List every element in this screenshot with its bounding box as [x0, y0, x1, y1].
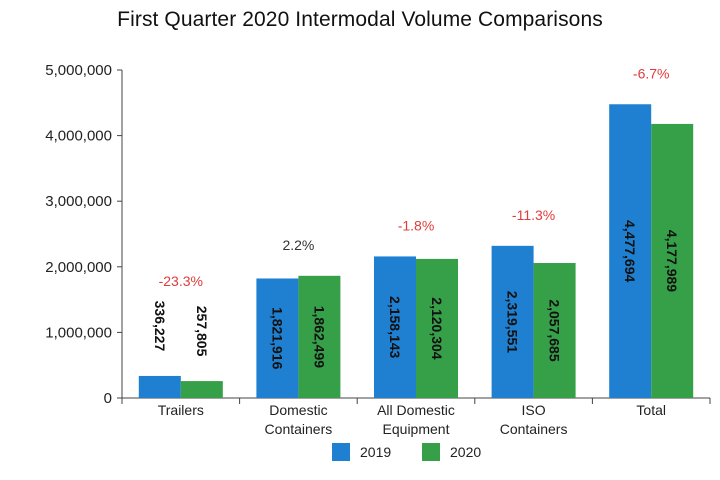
x-tick-label: All Domestic: [377, 402, 455, 418]
x-tick-label: Trailers: [158, 402, 204, 418]
y-tick-label: 1,000,000: [45, 324, 112, 341]
y-tick-label: 2,000,000: [45, 259, 112, 276]
bar-value-label: 4,477,694: [622, 220, 638, 282]
y-tick-label: 0: [104, 390, 112, 407]
bar-2020: [533, 263, 576, 398]
y-tick-label: 4,000,000: [45, 128, 112, 145]
bar-2019: [256, 278, 299, 398]
bar-2019: [374, 256, 416, 398]
labels-layer: 336,227 257,805 -23.3% 1,821,916 1,862,499 2.…: [152, 65, 680, 369]
bar-2019: [491, 245, 534, 398]
x-tick-label: Equipment: [383, 421, 450, 437]
bar-value-label: 257,805: [194, 306, 210, 357]
x-tick-label: Total: [636, 402, 666, 418]
pct-change-label: 2.2%: [282, 237, 314, 253]
bar-2020: [180, 381, 223, 398]
legend-swatch-2020: [422, 443, 440, 461]
legend-swatch-2019: [332, 443, 350, 461]
x-tick-label: ISO: [522, 402, 546, 418]
bar-value-label: 1,821,916: [269, 307, 285, 369]
legend: 2019 2020: [332, 443, 481, 461]
bar-value-label: 4,177,989: [664, 230, 680, 292]
bars-layer: [138, 104, 694, 398]
x-tick-label: Containers: [500, 421, 568, 437]
y-tick-label: 5,000,000: [45, 62, 112, 79]
bar-2020: [298, 275, 341, 398]
legend-label: 2020: [450, 444, 481, 460]
chart-title: First Quarter 2020 Intermodal Volume Com…: [117, 8, 603, 31]
y-tick-label: 3,000,000: [45, 193, 112, 210]
pct-change-label: -23.3%: [159, 273, 203, 289]
bar-2020: [651, 123, 694, 398]
bar-value-label: 2,319,551: [505, 291, 521, 353]
bar-value-label: 2,057,685: [547, 299, 563, 361]
bar-2019: [609, 104, 652, 398]
pct-change-label: -6.7%: [633, 65, 670, 81]
legend-label: 2019: [360, 444, 391, 460]
bar-value-label: 336,227: [152, 301, 168, 352]
bar-value-label: 1,862,499: [311, 306, 327, 368]
x-tick-label: Containers: [265, 421, 333, 437]
pct-change-label: -1.8%: [398, 217, 435, 233]
bar-value-label: 2,120,304: [429, 297, 445, 359]
x-tick-label: Domestic: [269, 402, 327, 418]
bar-2020: [416, 258, 458, 398]
pct-change-label: -11.3%: [512, 207, 555, 223]
bar-value-label: 2,158,143: [387, 296, 403, 358]
axes-layer: 0 1,000,000 2,000,000 3,000,000 4,000,000 5,0…: [45, 62, 711, 437]
bar-2019: [138, 375, 181, 398]
